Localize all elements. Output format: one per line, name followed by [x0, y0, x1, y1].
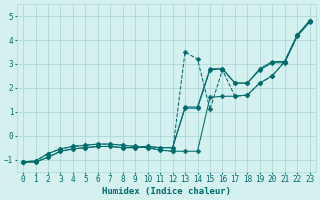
- X-axis label: Humidex (Indice chaleur): Humidex (Indice chaleur): [102, 187, 231, 196]
